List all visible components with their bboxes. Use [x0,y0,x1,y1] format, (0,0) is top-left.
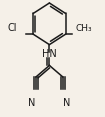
Text: CH₃: CH₃ [76,24,92,33]
Text: N: N [28,98,35,108]
Text: Cl: Cl [7,23,17,33]
Text: HN: HN [42,49,57,59]
Text: N: N [63,98,71,108]
